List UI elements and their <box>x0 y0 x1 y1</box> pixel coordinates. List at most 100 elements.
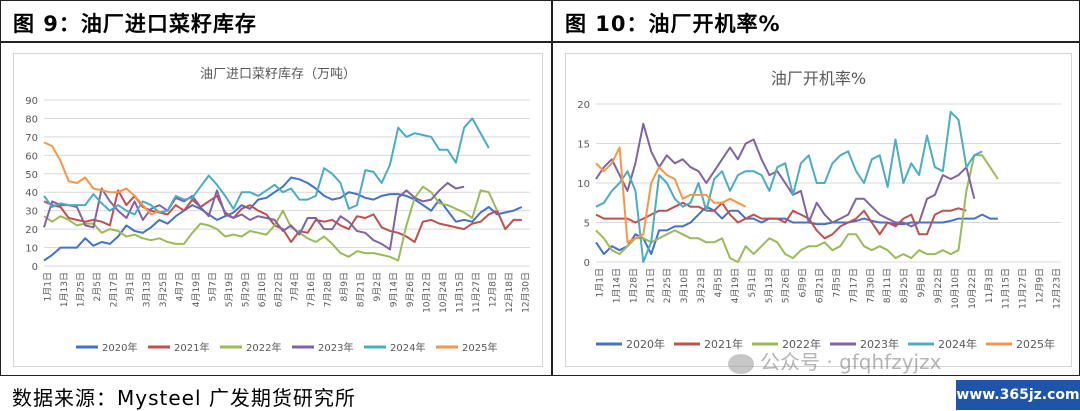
x-tick-label: 5月13日 <box>764 268 775 303</box>
crushing-rate-chart: 油厂开机率% 0 5 10 15 20 1月1日 1月14日 1月28日 2月11日 2月25日 3月… <box>577 69 1063 351</box>
series-line-2 <box>43 185 499 262</box>
y-tick-label: 20 <box>577 100 590 111</box>
y-tick-label: 10 <box>25 244 38 255</box>
y-tick-label: 0 <box>32 262 38 273</box>
x-tick-label: 7月30日 <box>865 268 876 303</box>
x-tick-label: 2月11日 <box>645 268 656 303</box>
x-tick-label: 5月19日 <box>224 272 235 307</box>
x-tick-label: 12月9日 <box>1035 268 1046 303</box>
y-tick-label: 60 <box>25 151 38 162</box>
x-tick-label: 3月23日 <box>696 268 707 303</box>
x-tick-label: 3月25日 <box>158 272 169 307</box>
chart-title: 油厂进口菜籽库存（万吨） <box>200 66 356 82</box>
series-line-5 <box>595 146 747 244</box>
series-line-5 <box>43 141 160 216</box>
x-tick-label: 9月2日 <box>372 272 383 301</box>
series-line-4 <box>595 110 983 263</box>
watermark: 公众号 · gfqhfzyjzx <box>728 346 941 375</box>
x-tick-label: 5月1日 <box>747 268 758 297</box>
x-tick-label: 11月3日 <box>984 268 995 303</box>
legend-label-3: 2023年 <box>860 337 899 351</box>
x-tick-label: 1月13日 <box>59 272 70 307</box>
rapeseed-inventory-chart-frame: 油厂进口菜籽库存（万吨） 0 10 20 30 40 50 60 70 80 90 1月1日 1月13日… <box>13 53 543 367</box>
x-tick-label: 4月5日 <box>713 268 724 297</box>
y-tick-label: 50 <box>25 170 38 181</box>
x-tick-label: 8月21日 <box>356 272 367 307</box>
y-tick-label: 10 <box>577 179 590 190</box>
x-tick-label: 4月19日 <box>191 272 202 307</box>
series-line-3 <box>595 122 976 228</box>
x-tick-label: 7月28日 <box>323 272 334 307</box>
x-tick-label: 5月7日 <box>207 272 218 301</box>
x-tick-label: 11月27日 <box>1018 268 1029 309</box>
x-tick-label: 3月1日 <box>125 272 136 301</box>
x-tick-label: 12月23日 <box>1052 268 1063 309</box>
right-panel-header: 图 10：油厂开机率% <box>553 1 1079 43</box>
x-tick-label: 9月26日 <box>405 272 416 307</box>
y-tick-label: 15 <box>577 140 590 151</box>
x-tick-label: 2月17日 <box>108 272 119 307</box>
x-tick-label: 11月27日 <box>471 272 482 313</box>
x-tick-label: 1月28日 <box>628 268 639 303</box>
crushing-rate-chart-frame: 油厂开机率% 0 5 10 15 20 1月1日 1月14日 1月28日 2月11日 2月25日 3月… <box>565 53 1072 367</box>
x-tick-label: 9月8日 <box>916 268 927 297</box>
legend-label-2: 2022年 <box>246 341 281 354</box>
legend-label-0: 2020年 <box>102 341 137 354</box>
legend-label-1: 2021年 <box>704 337 743 351</box>
x-tick-label: 6月9日 <box>798 268 809 297</box>
x-tick-label: 4月19日 <box>730 268 741 303</box>
left-panel-header: 图 9：油厂进口菜籽库存 <box>1 1 551 43</box>
legend-label-1: 2021年 <box>174 341 209 354</box>
x-tick-label: 7月4日 <box>290 272 301 301</box>
right-panel: 图 10：油厂开机率% 油厂开机率% 0 5 10 15 20 1月1日 1月14日 1月28日… <box>552 0 1080 376</box>
x-tick-label: 12月18日 <box>504 272 515 313</box>
x-tick-label: 6月21日 <box>815 268 826 303</box>
x-tick-label: 11月15日 <box>455 272 466 313</box>
legend-label-5: 2025年 <box>1016 337 1055 351</box>
legend-label-3: 2023年 <box>318 341 353 354</box>
x-tick-label: 5月29日 <box>240 272 251 307</box>
x-tick-label: 1月1日 <box>595 268 606 297</box>
right-panel-title: 图 10：油厂开机率% <box>565 12 781 36</box>
x-tick-label: 7月5日 <box>831 268 842 297</box>
series-line-1 <box>595 201 967 240</box>
x-tick-label: 8月11日 <box>882 268 893 303</box>
x-tick-label: 1月14日 <box>611 268 622 303</box>
legend-label-0: 2020年 <box>626 337 665 351</box>
y-tick-label: 70 <box>25 133 38 144</box>
watermark-text: 公众号 · gfqhfzyjzx <box>760 350 942 374</box>
legend-label-5: 2025年 <box>462 341 497 354</box>
x-tick-label: 12月8日 <box>488 272 499 307</box>
y-tick-label: 40 <box>25 188 38 199</box>
x-tick-label: 9月22日 <box>933 268 944 303</box>
x-tick-label: 10月22日 <box>967 268 978 309</box>
x-tick-label: 11月15日 <box>1001 268 1012 309</box>
x-tick-label: 5月26日 <box>781 268 792 303</box>
x-tick-label: 2月5日 <box>92 272 103 301</box>
x-tick-label: 10月12日 <box>422 272 433 313</box>
x-tick-label: 6月10日 <box>257 272 268 307</box>
wechat-icon <box>728 353 754 374</box>
y-tick-label: 20 <box>25 225 38 236</box>
legend-label-4: 2024年 <box>938 337 977 351</box>
series-line-1 <box>43 189 522 243</box>
series-line-3 <box>43 182 465 251</box>
chart-title: 油厂开机率% <box>771 69 866 88</box>
left-panel: 图 9：油厂进口菜籽库存 油厂进口菜籽库存（万吨） 0 10 20 30 40 50 60 70… <box>0 0 552 376</box>
x-tick-label: 4月7日 <box>174 272 185 301</box>
x-tick-label: 1月25日 <box>75 272 86 307</box>
rapeseed-inventory-chart: 油厂进口菜籽库存（万吨） 0 10 20 30 40 50 60 70 80 90 1月1日 1月13日… <box>25 66 531 354</box>
x-tick-label: 1月1日 <box>43 272 54 301</box>
left-panel-title: 图 9：油厂进口菜籽库存 <box>13 12 257 36</box>
x-tick-label: 3月13日 <box>141 272 152 307</box>
x-tick-label: 10月24日 <box>438 272 449 313</box>
legend-label-2: 2022年 <box>782 337 821 351</box>
x-tick-label: 8月9日 <box>339 272 350 301</box>
legend-label-4: 2024年 <box>390 341 425 354</box>
x-tick-label: 9月14日 <box>389 272 400 307</box>
y-tick-label: 30 <box>25 207 38 218</box>
x-tick-label: 2月25日 <box>662 268 673 303</box>
y-tick-label: 0 <box>584 258 590 269</box>
x-tick-label: 7月16日 <box>306 272 317 307</box>
y-tick-label: 5 <box>584 219 590 230</box>
